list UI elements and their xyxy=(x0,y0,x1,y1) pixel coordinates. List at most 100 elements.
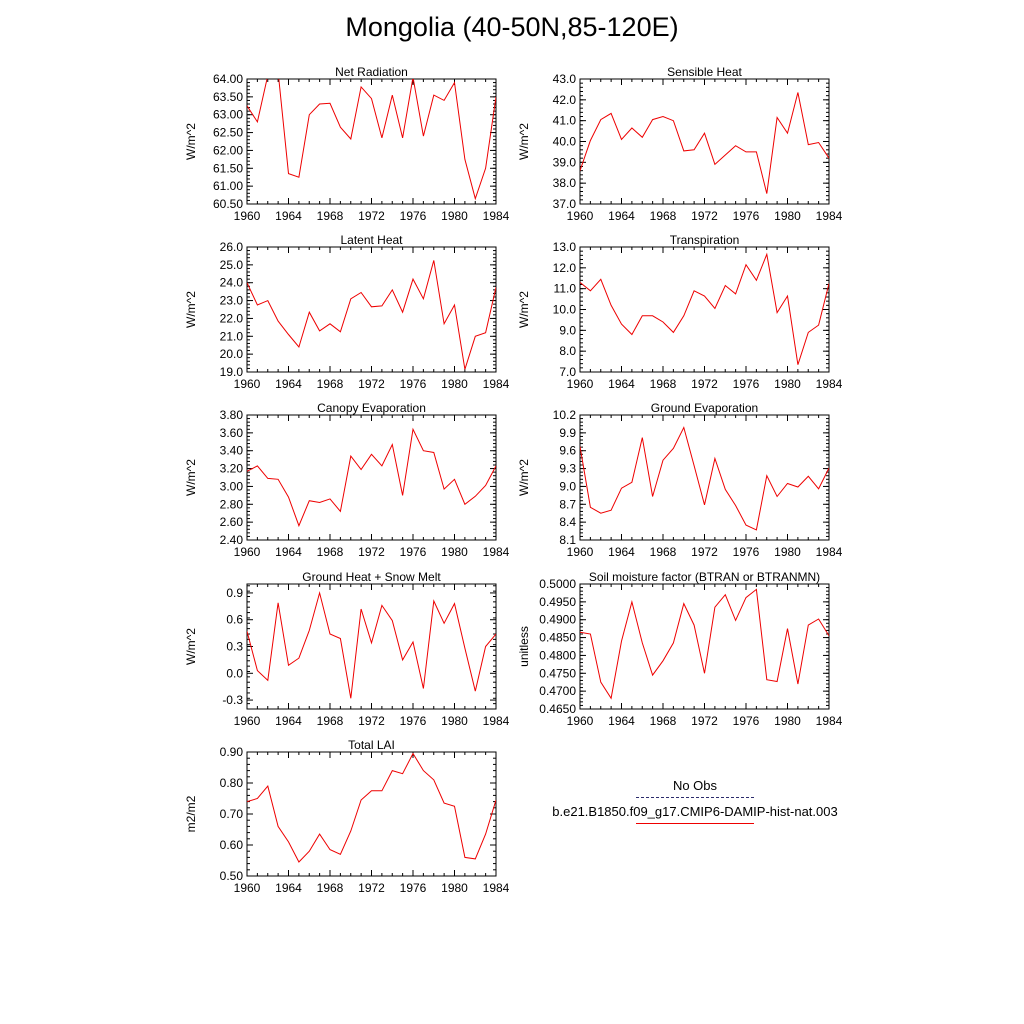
x-tick-label: 1968 xyxy=(317,714,344,728)
y-tick-label: 0.4750 xyxy=(539,666,576,680)
plot-frame xyxy=(246,78,497,205)
y-tick-label: 0.9 xyxy=(226,586,243,600)
x-tick-label: 1976 xyxy=(733,545,760,559)
x-tick-label: 1984 xyxy=(816,377,843,391)
y-tick-label: 13.0 xyxy=(553,240,577,254)
y-tick-label: 3.40 xyxy=(220,444,244,458)
plot-frame xyxy=(579,414,830,541)
x-tick-label: 1964 xyxy=(275,377,302,391)
chart-panel: Transpiration W/m^2 7.0 8.0 9.0 10.0 11.0 12.0 1… xyxy=(517,233,843,391)
y-tick-label: 23.0 xyxy=(220,294,244,308)
y-tick-label: 0.4800 xyxy=(539,648,576,662)
y-tick-label: 62.00 xyxy=(213,143,243,157)
y-tick-label: 40.0 xyxy=(553,135,577,149)
chart-title: Soil moisture factor (BTRAN or BTRANMN) xyxy=(589,570,820,584)
x-tick-label: 1972 xyxy=(691,377,718,391)
y-tick-label: 64.00 xyxy=(213,72,243,86)
y-tick-label: 9.0 xyxy=(559,479,576,493)
y-tick-label: 0.90 xyxy=(220,745,244,759)
y-axis-label: W/m^2 xyxy=(517,459,531,496)
chart-title: Latent Heat xyxy=(340,233,403,247)
y-tick-label: 60.50 xyxy=(213,197,243,211)
chart-panel: Total LAI m2/m2 0.50 0.60 0.70 0.80 0.90 1960 19… xyxy=(184,738,510,895)
chart-panel: Soil moisture factor (BTRAN or BTRANMN) u… xyxy=(517,570,843,728)
x-tick-label: 1980 xyxy=(441,714,468,728)
plot-frame xyxy=(246,414,497,541)
legend: No Obs b.e21.B1850.f09_g17.CMIP6-DAMIP-h… xyxy=(525,778,865,830)
y-tick-label: 0.50 xyxy=(220,869,244,883)
y-tick-label: 10.2 xyxy=(553,408,577,422)
y-tick-label: 0.5000 xyxy=(539,577,576,591)
x-tick-label: 1972 xyxy=(358,881,385,895)
y-tick-label: 3.60 xyxy=(220,426,244,440)
y-tick-label: 3.20 xyxy=(220,462,244,476)
y-tick-label: 21.0 xyxy=(220,329,244,343)
chart-title: Ground Heat + Snow Melt xyxy=(302,570,441,584)
x-tick-label: 1960 xyxy=(234,545,261,559)
x-tick-label: 1984 xyxy=(816,545,843,559)
x-tick-label: 1964 xyxy=(608,545,635,559)
x-tick-label: 1984 xyxy=(483,545,510,559)
x-tick-label: 1968 xyxy=(650,209,677,223)
y-tick-label: 10.0 xyxy=(553,303,577,317)
y-tick-label: 25.0 xyxy=(220,258,244,272)
y-tick-label: 37.0 xyxy=(553,197,577,211)
x-tick-label: 1976 xyxy=(733,377,760,391)
x-tick-label: 1960 xyxy=(234,209,261,223)
x-tick-label: 1968 xyxy=(650,714,677,728)
chart-title: Ground Evaporation xyxy=(651,401,758,415)
y-tick-label: 0.4950 xyxy=(539,595,576,609)
x-tick-label: 1972 xyxy=(358,209,385,223)
x-tick-label: 1976 xyxy=(400,714,427,728)
y-axis-label: m2/m2 xyxy=(184,795,198,832)
y-tick-label: 0.0 xyxy=(226,666,243,680)
x-tick-label: 1964 xyxy=(275,209,302,223)
x-tick-label: 1976 xyxy=(733,209,760,223)
page-title: Mongolia (40-50N,85-120E) xyxy=(345,12,679,42)
x-tick-label: 1984 xyxy=(483,714,510,728)
x-tick-label: 1960 xyxy=(234,377,261,391)
x-tick-label: 1960 xyxy=(567,377,594,391)
series-line xyxy=(247,590,496,699)
x-tick-label: 1980 xyxy=(441,377,468,391)
plot-frame xyxy=(579,583,830,710)
x-tick-label: 1984 xyxy=(483,209,510,223)
y-tick-label: 20.0 xyxy=(220,347,244,361)
y-tick-label: 63.50 xyxy=(213,90,243,104)
y-tick-label: 8.4 xyxy=(559,515,576,529)
series-line xyxy=(580,252,829,365)
y-tick-label: 0.4650 xyxy=(539,702,576,716)
x-tick-label: 1980 xyxy=(774,714,801,728)
y-tick-label: 3.00 xyxy=(220,479,244,493)
x-tick-label: 1972 xyxy=(358,377,385,391)
x-tick-label: 1960 xyxy=(234,714,261,728)
x-tick-label: 1980 xyxy=(774,545,801,559)
x-tick-label: 1976 xyxy=(733,714,760,728)
y-tick-label: 2.60 xyxy=(220,515,244,529)
y-tick-label: 0.4900 xyxy=(539,613,576,627)
series-line xyxy=(247,260,496,370)
y-axis-label: W/m^2 xyxy=(184,459,198,496)
y-tick-label: 41.0 xyxy=(553,114,577,128)
y-tick-label: 8.1 xyxy=(559,533,576,547)
x-tick-label: 1984 xyxy=(816,714,843,728)
y-tick-label: -0.3 xyxy=(222,693,243,707)
y-tick-label: 19.0 xyxy=(220,365,244,379)
y-tick-label: 2.80 xyxy=(220,497,244,511)
y-axis-label: W/m^2 xyxy=(517,291,531,328)
x-tick-label: 1972 xyxy=(691,545,718,559)
y-tick-label: 39.0 xyxy=(553,155,577,169)
series-line xyxy=(580,588,829,700)
x-tick-label: 1964 xyxy=(608,209,635,223)
chart-panel: Sensible Heat W/m^2 37.0 38.0 39.0 40.0 41.0 42… xyxy=(517,65,843,223)
chart-title: Canopy Evaporation xyxy=(317,401,426,415)
legend-model-label: b.e21.B1850.f09_g17.CMIP6-DAMIP-hist-nat… xyxy=(552,804,838,819)
x-tick-label: 1968 xyxy=(317,545,344,559)
legend-model-line xyxy=(636,823,754,824)
plot-frame xyxy=(579,246,830,373)
x-tick-label: 1964 xyxy=(275,881,302,895)
x-tick-label: 1964 xyxy=(608,714,635,728)
x-tick-label: 1980 xyxy=(441,545,468,559)
y-axis-label: W/m^2 xyxy=(517,123,531,160)
x-tick-label: 1972 xyxy=(358,714,385,728)
